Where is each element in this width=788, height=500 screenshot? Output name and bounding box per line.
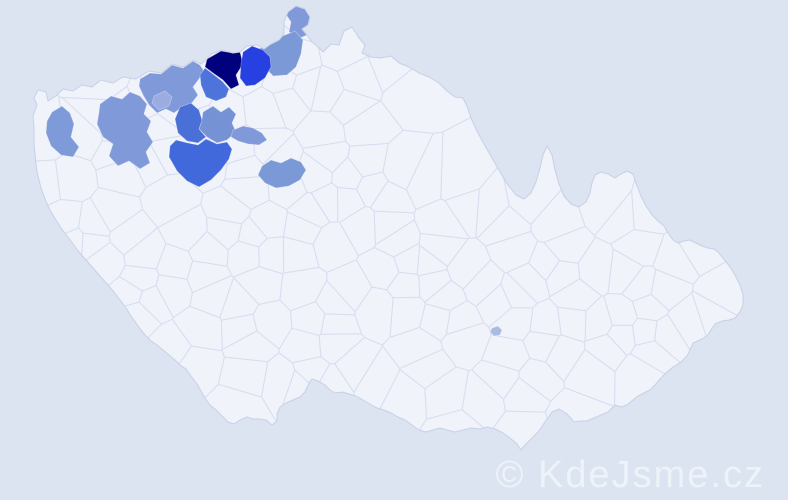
highlighted-district-below-navy[interactable] [199, 67, 230, 102]
district-cell [503, 377, 552, 413]
district-cell [217, 356, 269, 398]
district-cell [200, 185, 252, 225]
highlighted-district-north-band-light[interactable] [151, 90, 173, 111]
district-cell [481, 334, 531, 372]
highlighted-district-far-west[interactable] [45, 105, 80, 158]
highlighted-district-south-blob[interactable] [257, 157, 307, 189]
district-cell [339, 205, 376, 257]
watermark: © KdeJsme.cz [495, 454, 765, 496]
district-cell [381, 327, 444, 370]
district-cell [577, 236, 614, 297]
district-cell [632, 317, 658, 346]
highlighted-district-west-royal[interactable] [174, 102, 207, 144]
district-cell [292, 356, 331, 390]
highlighted-district-west-big[interactable] [96, 91, 154, 170]
district-cell [506, 262, 551, 304]
district-cell [78, 197, 111, 237]
highlighted-district-east-arm[interactable] [230, 125, 268, 146]
district-cell [445, 300, 485, 335]
district-cell [258, 236, 285, 275]
district-cell [118, 264, 160, 292]
district-cell [310, 182, 339, 223]
district-cell [382, 129, 434, 191]
district-cell [187, 230, 229, 267]
highlighted-district-big-royal[interactable] [168, 138, 233, 188]
country-outline [32, 5, 744, 451]
highlighted-regions-layer [45, 6, 503, 337]
highlighted-district-tiny-dot[interactable] [489, 325, 503, 337]
district-cell [563, 349, 616, 407]
highlighted-district-bright-blue[interactable] [239, 45, 272, 87]
district-cell [310, 64, 345, 113]
